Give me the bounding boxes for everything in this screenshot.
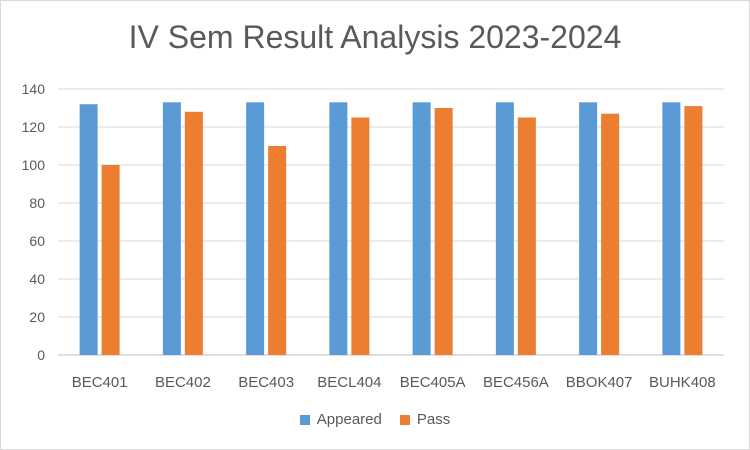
bar-appeared (495, 102, 514, 355)
bar-pass (601, 113, 620, 355)
x-tick-label: BBOK407 (566, 374, 633, 391)
x-tick-label: BECL404 (317, 374, 381, 391)
chart-title: IV Sem Result Analysis 2023-2024 (128, 19, 622, 55)
legend-label-pass: Pass (416, 411, 451, 428)
x-tick-label: BEC405A (400, 374, 466, 391)
legend-item-pass: Pass (399, 411, 451, 428)
bar-appeared (162, 102, 181, 355)
bar-appeared (579, 102, 598, 355)
x-tick-label: BEC402 (155, 374, 211, 391)
bar-appeared (329, 102, 348, 355)
legend-label-appeared: Appeared (316, 411, 382, 428)
bar-pass (517, 117, 536, 355)
y-tick-label: 80 (29, 195, 45, 211)
x-tick-label: BUHK408 (649, 374, 716, 391)
bar-appeared (662, 102, 681, 355)
legend-item-appeared: Appeared (299, 411, 382, 428)
y-tick-label: 100 (22, 157, 46, 173)
legend-swatch-pass (399, 414, 410, 425)
y-tick-label: 60 (29, 233, 45, 249)
bar-appeared (246, 102, 265, 355)
bar-pass (351, 117, 370, 355)
y-tick-label: 40 (29, 271, 45, 287)
bar-appeared (412, 102, 431, 355)
bar-pass (434, 108, 453, 355)
bar-pass (184, 111, 203, 355)
x-tick-label: BEC403 (238, 374, 294, 391)
bar-pass (268, 146, 287, 355)
bar-appeared (79, 104, 98, 355)
y-tick-label: 120 (22, 119, 46, 135)
y-tick-label: 140 (22, 81, 46, 97)
y-tick-label: 20 (29, 309, 45, 325)
x-tick-label: BEC401 (72, 374, 128, 391)
bar-pass (684, 106, 703, 355)
legend: Appeared Pass (1, 411, 749, 428)
x-tick-label: BEC456A (483, 374, 549, 391)
legend-swatch-appeared (299, 414, 310, 425)
y-tick-label: 0 (37, 347, 45, 363)
bar-pass (101, 165, 120, 355)
